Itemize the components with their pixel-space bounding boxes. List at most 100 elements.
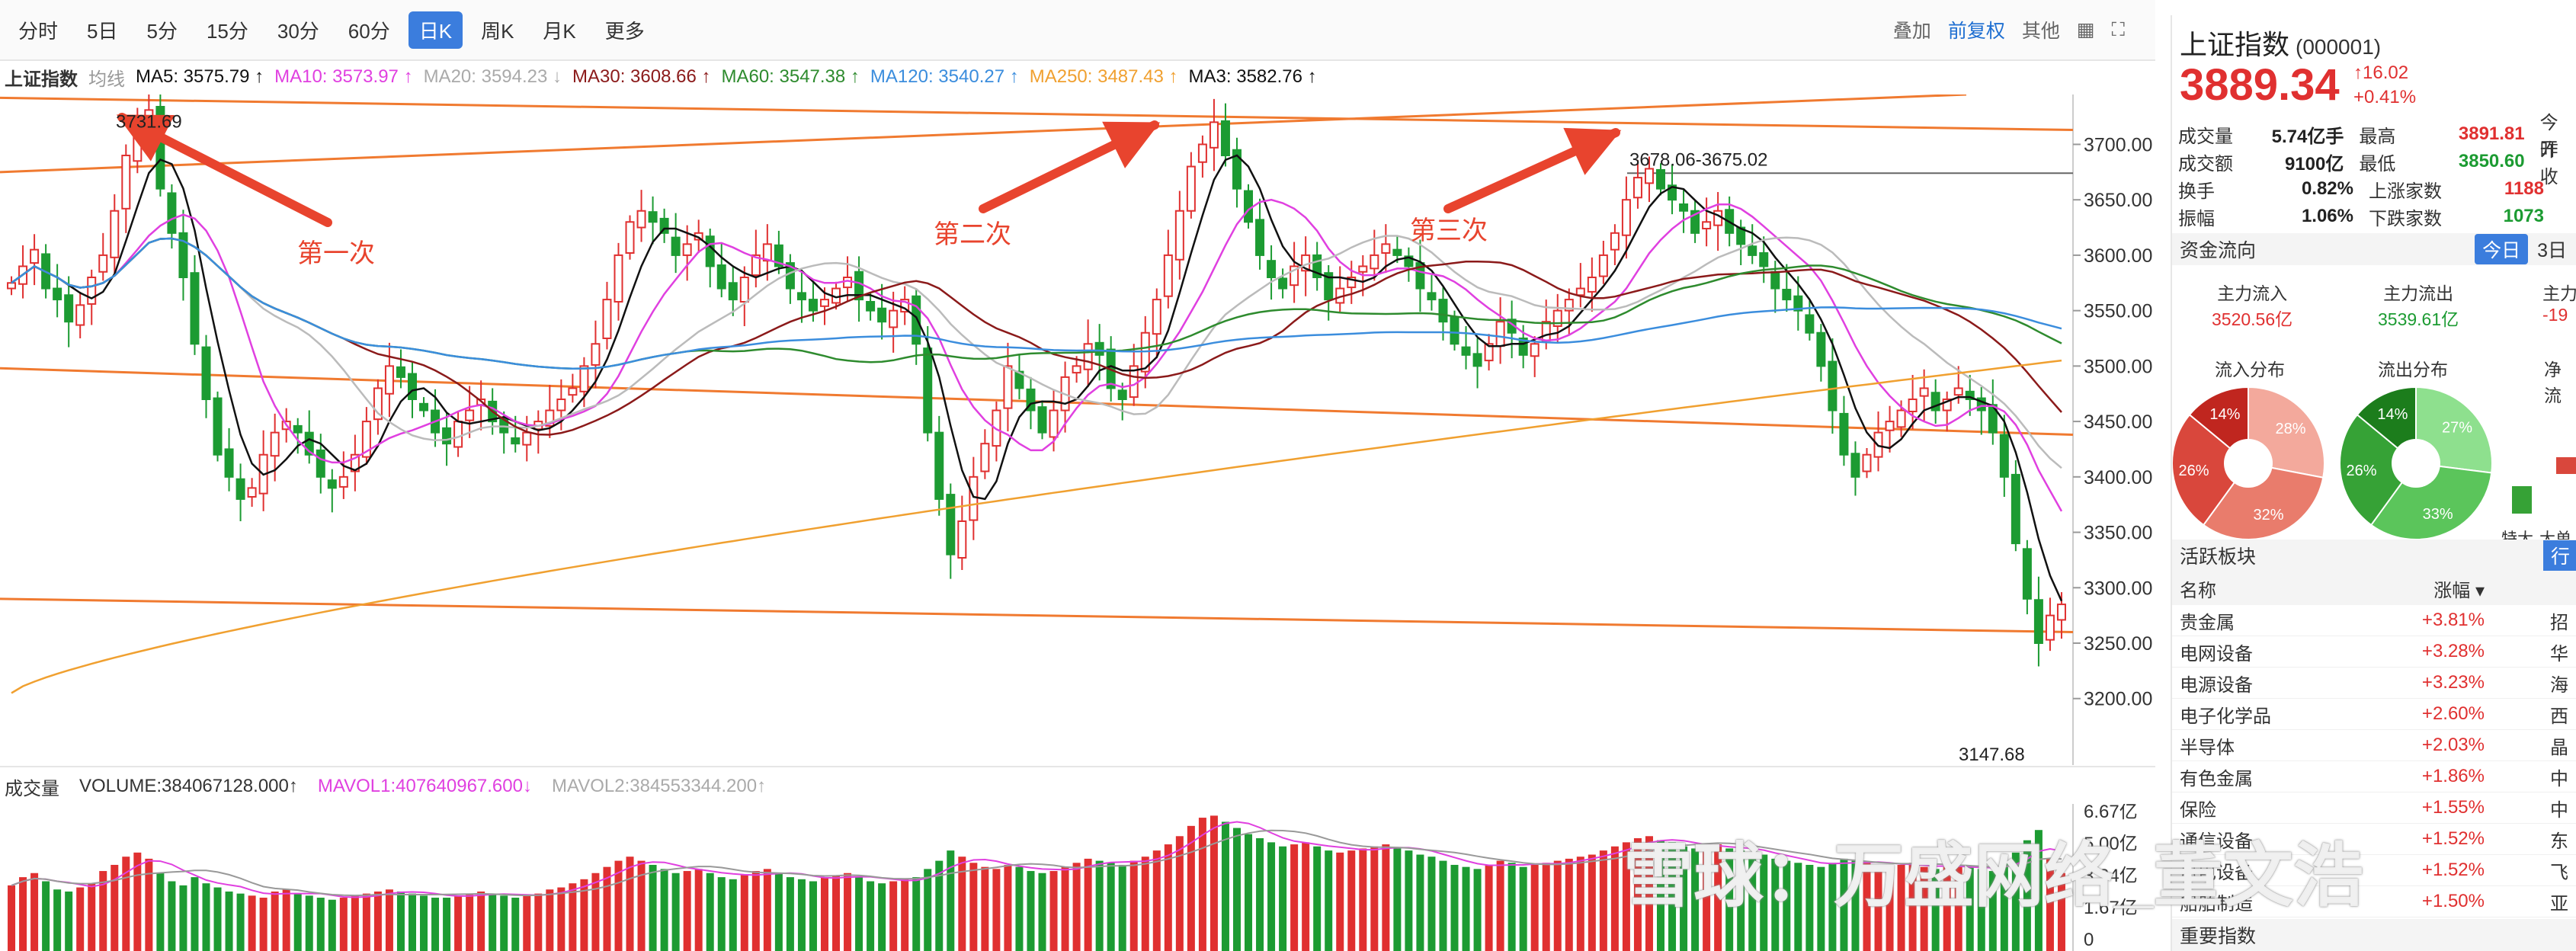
candle-body: [1472, 353, 1482, 367]
volume-bar: [88, 883, 96, 951]
volume-bar: [431, 898, 440, 951]
sector-row[interactable]: 保险 +1.55% 中: [2172, 792, 2576, 824]
candle-body: [442, 427, 452, 445]
volume-bar: [1576, 857, 1584, 951]
outflow-block: 主力流出 3539.61亿: [2378, 279, 2459, 331]
ma120-line: [11, 237, 2062, 370]
volume-bar: [1152, 850, 1161, 951]
sector-row[interactable]: 半导体 +2.03% 晶: [2172, 730, 2576, 761]
y-tick-label: 3500.00: [2084, 356, 2152, 377]
sector-row[interactable]: 电网设备 +3.28% 华: [2172, 636, 2576, 668]
candle-body: [1575, 287, 1585, 296]
candle-body: [1632, 177, 1642, 199]
candle-body: [98, 254, 108, 273]
candle-body: [728, 282, 738, 301]
quote-price: 3889.34: [2180, 60, 2340, 110]
line-type-dropdown[interactable]: 均线: [88, 69, 125, 90]
candle-body: [213, 397, 223, 456]
key-index-title: 重要指数: [2180, 926, 2257, 947]
volume-bar: [580, 879, 588, 951]
stat-value: 5.74亿手: [2271, 126, 2344, 147]
volume-bar: [1359, 848, 1367, 951]
volume-bar: [1897, 864, 1905, 951]
sector-row[interactable]: 电子化学品 +2.60% 西: [2172, 699, 2576, 730]
sector-tab[interactable]: 行: [2542, 540, 2576, 571]
candlestick-chart[interactable]: 3700.00 3650.00 3600.00 3550.00 3500.00 3450.…: [0, 94, 2155, 765]
volume-bar: [1725, 848, 1734, 951]
candle-body: [1438, 299, 1448, 323]
net-bar-red: [2556, 457, 2576, 474]
period-tab-9[interactable]: 更多: [604, 19, 645, 43]
col-pct[interactable]: 涨幅 ▾: [2433, 580, 2485, 601]
outflow-donut-slice: [2369, 462, 2493, 540]
period-tab-5[interactable]: 60分: [348, 19, 390, 43]
candle-body: [625, 221, 635, 254]
candle-body: [1152, 299, 1161, 335]
stat-key-2: 最低: [2359, 153, 2396, 175]
sector-row[interactable]: 贵金属 +3.81% 招: [2172, 605, 2576, 636]
candle-body: [1427, 292, 1437, 301]
net-bar-green: [2512, 486, 2532, 514]
volume-bar: [614, 860, 623, 951]
sector-row[interactable]: 有色金属 +1.86% 中: [2172, 761, 2576, 792]
volume-bar: [889, 881, 898, 951]
period-tab-2[interactable]: 5分: [146, 19, 178, 43]
period-tab-0[interactable]: 分时: [18, 19, 59, 43]
volume-bar: [1164, 844, 1172, 951]
sector-name: 通信设备: [2180, 831, 2253, 852]
adjust-dropdown[interactable]: 前复权: [1947, 21, 2005, 42]
tab-3d[interactable]: 3日: [2537, 240, 2567, 261]
sector-name: 船舶制造: [2180, 893, 2253, 914]
outflow-donut-slice: [2339, 413, 2417, 527]
sector-row[interactable]: 电源设备 +3.23% 海: [2172, 668, 2576, 699]
y-tick-label: 3600.00: [2084, 245, 2152, 267]
candle-body: [1919, 387, 1929, 397]
volume-bar: [557, 887, 566, 951]
volume-bar: [947, 850, 955, 951]
volume-bar: [1473, 869, 1482, 951]
candle-body: [2056, 604, 2066, 621]
stat-value-2: 1073: [2503, 206, 2544, 226]
tab-today[interactable]: 今日: [2475, 234, 2529, 264]
overlay-button[interactable]: 叠加: [1892, 21, 1931, 42]
volume-bar: [191, 877, 199, 951]
fullscreen-icon[interactable]: ⛶: [2111, 18, 2125, 40]
annotation-third: 第三次: [1410, 216, 1488, 245]
sector-header: 活跃板块 行: [2172, 540, 2576, 572]
volume-bar: [1198, 818, 1206, 951]
sector-pct: +2.60%: [2421, 703, 2485, 724]
sector-row[interactable]: 船舶制造 +1.50% 亚: [2172, 886, 2576, 917]
volume-bar: [867, 881, 875, 951]
quote-stats: 成交量 5.74亿手 最高 3891.81 今开 成交额 9100亿 最低 3850.60 昨收换…: [2178, 113, 2574, 230]
candle-body: [1381, 243, 1391, 254]
volume-chart: 6.67亿 5.00亿 3.34亿 1.67亿 0: [8, 804, 2138, 951]
candle-body: [1220, 120, 1230, 156]
net-flow-label: 净流: [2544, 360, 2562, 405]
sector-pct: +1.50%: [2421, 891, 2485, 911]
sector-row[interactable]: 通信设备 +1.52% 东: [2172, 824, 2576, 855]
volume-bar: [42, 881, 50, 951]
volume-bar: [1680, 846, 1688, 951]
outflow-label: 主力流出: [2383, 283, 2454, 303]
period-tab-1[interactable]: 5日: [87, 19, 118, 43]
volume-bar: [1015, 866, 1024, 951]
volume-bar: [969, 863, 978, 951]
period-tab-4[interactable]: 30分: [277, 19, 319, 43]
period-tab-7[interactable]: 周K: [481, 19, 514, 43]
sector-name: 电源设备: [2180, 674, 2253, 696]
candle-body: [1530, 343, 1540, 357]
volume-bar: [1267, 842, 1276, 951]
layout-icon[interactable]: ▦: [2076, 19, 2095, 40]
period-tab-3[interactable]: 15分: [206, 19, 248, 43]
fund-flow-title: 资金流向: [2180, 240, 2257, 261]
volume-bar: [1462, 866, 1470, 951]
period-tab-8[interactable]: 月K: [543, 19, 576, 43]
other-dropdown[interactable]: 其他: [2021, 21, 2060, 42]
sector-table-header: 名称 涨幅 ▾: [2172, 572, 2576, 605]
candle-body: [1072, 365, 1081, 374]
ma30-line: [11, 237, 2062, 436]
volume-bar: [2046, 858, 2054, 951]
period-tab-6[interactable]: 日K: [408, 11, 463, 49]
sector-row[interactable]: 风电设备 +1.52% 飞: [2172, 855, 2576, 886]
candle-body: [407, 373, 417, 400]
